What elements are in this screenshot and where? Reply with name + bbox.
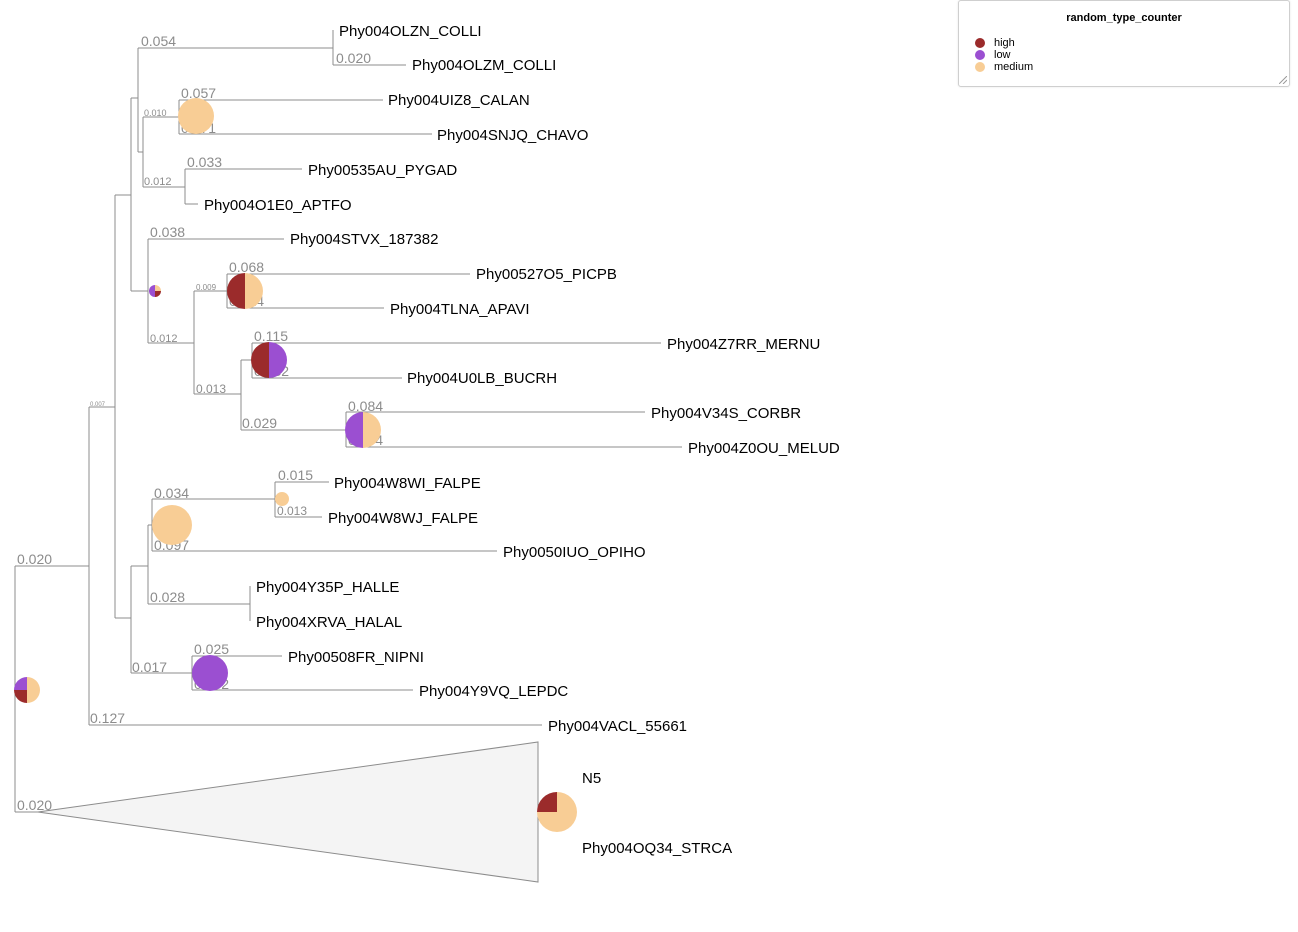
branch-length-label: 0.015 [278, 467, 313, 483]
branch-length-label: 0.084 [348, 398, 383, 414]
branch-length-label: 0.020 [17, 551, 52, 567]
branch-length-label: 0.115 [254, 328, 288, 344]
node-pie[interactable] [192, 655, 228, 691]
node-pie[interactable] [178, 98, 214, 134]
pie-slice-high [537, 792, 557, 812]
leaf-label[interactable]: Phy0050IUO_OPIHO [503, 544, 646, 561]
legend-label-low: low [994, 49, 1011, 61]
leaf-label[interactable]: Phy004TLNA_APAVI [390, 301, 530, 318]
leaf-label[interactable]: Phy00508FR_NIPNI [288, 649, 424, 666]
leaf-label[interactable]: Phy00535AU_PYGAD [308, 162, 457, 179]
leaf-label[interactable]: Phy004XRVA_HALAL [256, 614, 402, 631]
pie-slice-low [192, 655, 228, 691]
branch-length-labels: 0.0540.0200.0570.0100.0710.0330.0120.038… [17, 33, 383, 813]
branch-length-label: 0.013 [196, 382, 226, 396]
collapsed-clade-triangle[interactable] [37, 741, 539, 883]
node-pie[interactable] [251, 342, 287, 378]
branch-length-label: 0.020 [17, 797, 52, 813]
legend-swatch-high [975, 38, 985, 48]
branch-length-label: 0.068 [229, 259, 264, 275]
pie-slice-medium [363, 412, 381, 448]
leaf-label[interactable]: Phy004Z0OU_MELUD [688, 440, 840, 457]
pie-slice-high [251, 342, 269, 378]
node-pie[interactable] [275, 492, 289, 506]
leaf-label[interactable]: Phy004OLZM_COLLI [412, 57, 556, 74]
pie-slice-medium [245, 273, 263, 309]
pie-slice-medium [152, 505, 192, 545]
legend-label-high: high [994, 37, 1015, 49]
leaf-label[interactable]: Phy004OLZN_COLLI [339, 23, 482, 40]
pie-slice-high [14, 690, 27, 703]
tree-branches [14, 30, 682, 813]
leaf-label[interactable]: Phy004Y35P_HALLE [256, 579, 399, 596]
legend-swatch-low [975, 50, 985, 60]
branch-length-label: 0.025 [194, 641, 229, 657]
branch-length-label: 0.029 [242, 415, 277, 431]
legend-panel: random_type_counter high low medium [958, 0, 1290, 87]
branch-length-label: 0.012 [144, 176, 172, 188]
legend-item-medium: medium [975, 61, 1033, 73]
pie-slice-medium [178, 98, 214, 134]
leaf-label[interactable]: Phy004STVX_187382 [290, 231, 438, 248]
pie-slice-medium [27, 677, 40, 703]
branch-length-label: 0.012 [150, 333, 178, 345]
legend-swatch-medium [975, 62, 985, 72]
pie-slice-high [155, 291, 161, 297]
branch-length-label: 0.038 [150, 224, 185, 240]
leaf-label[interactable]: Phy004Z7RR_MERNU [667, 336, 820, 353]
leaf-label[interactable]: Phy004U0LB_BUCRH [407, 370, 557, 387]
pie-slice-low [149, 285, 155, 297]
leaf-label[interactable]: Phy004VACL_55661 [548, 718, 687, 735]
branch-length-label: 0.054 [141, 33, 176, 49]
node-pie[interactable] [149, 285, 161, 297]
pie-slice-low [269, 342, 287, 378]
leaf-label[interactable]: Phy004W8WI_FALPE [334, 475, 481, 492]
branch-length-label: 0.007 [90, 402, 106, 408]
leaf-label[interactable]: Phy004O1E0_APTFO [204, 197, 352, 214]
branch-length-label: 0.010 [144, 108, 167, 118]
node-pie[interactable] [14, 677, 40, 703]
leaf-label[interactable]: Phy004W8WJ_FALPE [328, 510, 478, 527]
branch-length-label: 0.033 [187, 154, 222, 170]
node-pie[interactable] [227, 273, 263, 309]
pie-slice-medium [275, 492, 289, 506]
pie-slice-medium [155, 285, 161, 291]
legend-item-low: low [975, 49, 1011, 61]
leaf-label[interactable]: Phy004UIZ8_CALAN [388, 92, 530, 109]
node-pie[interactable] [537, 792, 577, 832]
branch-length-label: 0.013 [277, 504, 307, 518]
collapsed-clade-label[interactable]: Phy004OQ34_STRCA [582, 840, 732, 857]
resize-grip-icon[interactable] [1279, 76, 1287, 84]
legend-title: random_type_counter [1066, 12, 1182, 24]
pie-slice-low [345, 412, 363, 448]
leaf-labels: Phy004OLZN_COLLI Phy004OLZM_COLLI Phy004UI… [204, 23, 840, 735]
leaf-label[interactable]: Phy004Y9VQ_LEPDC [419, 683, 568, 700]
leaf-label[interactable]: Phy004V34S_CORBR [651, 405, 801, 422]
branch-length-label: 0.020 [336, 50, 371, 66]
branch-length-label: 0.017 [132, 659, 167, 675]
branch-length-label: 0.127 [90, 710, 125, 726]
node-pie[interactable] [345, 412, 381, 448]
leaf-label[interactable]: Phy00527O5_PICPB [476, 266, 617, 283]
legend-label-medium: medium [994, 61, 1034, 73]
leaf-label[interactable]: Phy004SNJQ_CHAVO [437, 127, 588, 144]
pie-slice-high [227, 273, 245, 309]
pie-slice-low [14, 677, 27, 690]
branch-length-label: 0.009 [196, 283, 217, 292]
node-pie-charts [14, 98, 577, 832]
collapsed-clade-name[interactable]: N5 [582, 770, 601, 787]
node-pie[interactable] [152, 505, 192, 545]
branch-length-label: 0.028 [150, 589, 185, 605]
branch-length-label: 0.034 [154, 485, 189, 501]
legend-item-high: high [975, 37, 1015, 49]
branch-length-label: 0.057 [181, 85, 216, 101]
